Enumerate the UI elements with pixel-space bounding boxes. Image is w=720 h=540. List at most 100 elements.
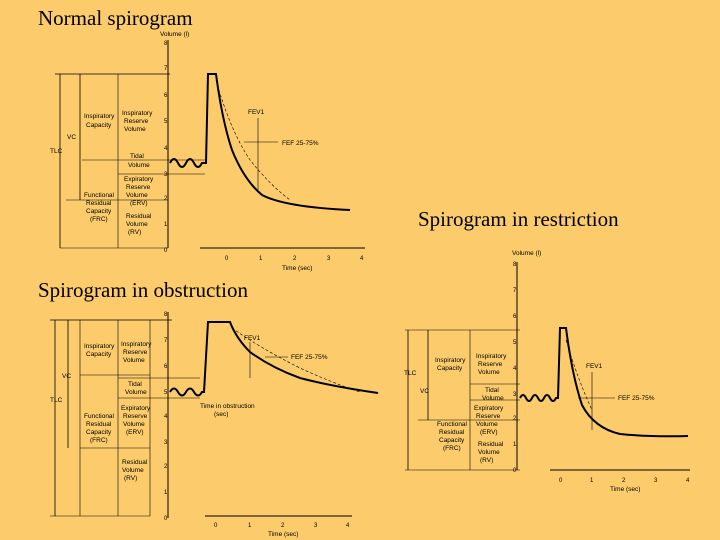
obstruction-spirogram: 8 7 6 5 4 3 2 1 0 0 1 2 3 4 Time (sec) T… — [50, 312, 379, 538]
restriction-irv-label: Reserve — [478, 361, 503, 368]
normal-x-tick: 3 — [327, 256, 331, 262]
obstruction-rv-label: (RV) — [124, 475, 137, 482]
normal-y-tick: 1 — [164, 222, 168, 228]
obstruction-fef-slope — [231, 327, 361, 393]
obstruction-ic-label: Inspiratory — [84, 343, 115, 350]
normal-erv-label: (ERV) — [130, 200, 148, 207]
restriction-x-axis-label: Time (sec) — [610, 486, 640, 493]
normal-x-tick: 4 — [360, 256, 364, 262]
obstruction-x-tick: 1 — [248, 523, 252, 529]
normal-y-tick: 3 — [164, 172, 168, 178]
restriction-tv-label: Volume — [482, 395, 504, 402]
restriction-y-tick: 0 — [513, 468, 517, 474]
obstruction-time-note: (sec) — [214, 411, 228, 418]
obstruction-frc-label: Functional — [84, 413, 115, 420]
restriction-erv-label: Volume — [476, 421, 498, 428]
normal-fev1-label: FEV1 — [248, 109, 265, 116]
normal-rv-label: Residual — [126, 213, 152, 220]
normal-vc-label: VC — [67, 134, 76, 141]
normal-y-tick: 0 — [164, 248, 168, 254]
restriction-erv-label: Expiratory — [474, 405, 504, 412]
obstruction-y-tick: 8 — [164, 312, 168, 318]
obstruction-y-tick: 4 — [164, 414, 168, 420]
restriction-ic-label: Capacity — [437, 365, 463, 372]
normal-frc-label: (FRC) — [90, 216, 108, 223]
obstruction-erv-label: Expiratory — [121, 405, 151, 412]
normal-x-tick: 0 — [225, 256, 229, 262]
restriction-y-tick: 6 — [513, 314, 517, 320]
obstruction-y-tick: 0 — [164, 516, 168, 522]
normal-y-tick: 6 — [164, 93, 168, 99]
obstruction-y-tick: 6 — [164, 364, 168, 370]
obstruction-y-tick: 2 — [164, 464, 168, 470]
restriction-spirogram-title: Spirogram in restriction — [418, 207, 619, 231]
restriction-tlc-label: TLC — [404, 370, 417, 377]
normal-spirogram-curve — [169, 73, 351, 211]
restriction-y-tick: 7 — [513, 288, 517, 294]
obstruction-y-tick: 1 — [164, 490, 168, 496]
restriction-frc-label: Functional — [437, 421, 468, 428]
obstruction-x-tick: 4 — [346, 523, 350, 529]
restriction-frc-label: Residual — [439, 429, 465, 436]
obstruction-ic-label: Capacity — [86, 351, 112, 358]
normal-spirogram: Volume (l) 8 7 6 5 4 3 2 1 0 0 1 2 3 4 T… — [50, 31, 365, 272]
restriction-y-tick: 8 — [513, 262, 517, 268]
normal-tlc-label: TLC — [50, 148, 63, 155]
obstruction-frc-label: Capacity — [86, 429, 112, 436]
normal-y-tick: 8 — [164, 41, 168, 47]
obstruction-rv-label: Volume — [122, 467, 144, 474]
obstruction-fev1-label: FEV1 — [244, 335, 261, 342]
obstruction-irv-label: Volume — [123, 357, 145, 364]
normal-frc-label: Residual — [86, 200, 112, 207]
obstruction-erv-label: Reserve — [123, 413, 148, 420]
restriction-spirogram-curve — [519, 327, 689, 438]
obstruction-vc-label: VC — [62, 373, 71, 380]
obstruction-x-axis-label: Time (sec) — [268, 531, 298, 538]
normal-y-tick: 4 — [164, 146, 168, 152]
normal-y-axis-label: Volume (l) — [160, 31, 189, 38]
normal-rv-label: Volume — [126, 221, 148, 228]
restriction-fev1-label: FEV1 — [586, 363, 603, 370]
restriction-x-tick: 1 — [590, 478, 594, 484]
normal-tv-label: Tidal — [130, 153, 144, 160]
obstruction-x-tick: 3 — [314, 523, 318, 529]
restriction-spirogram: Volume (l) 8 7 6 5 4 3 2 1 0 0 1 2 3 4 T… — [404, 250, 690, 493]
normal-rv-label: (RV) — [128, 229, 141, 236]
restriction-y-axis-label: Volume (l) — [512, 250, 541, 257]
obstruction-frc-label: Residual — [86, 421, 112, 428]
restriction-y-tick: 2 — [513, 416, 517, 422]
restriction-erv-label: (ERV) — [480, 429, 498, 436]
restriction-y-tick: 4 — [513, 366, 517, 372]
normal-x-tick: 2 — [293, 256, 297, 262]
normal-irv-label: Volume — [124, 126, 146, 133]
restriction-erv-label: Reserve — [476, 413, 501, 420]
obstruction-x-tick: 0 — [214, 523, 218, 529]
normal-erv-label: Reserve — [126, 184, 151, 191]
obstruction-irv-label: Inspiratory — [121, 341, 152, 348]
obstruction-y-tick: 7 — [164, 338, 168, 344]
normal-irv-label: Reserve — [124, 118, 149, 125]
normal-erv-label: Volume — [126, 192, 148, 199]
normal-irv-label: Inspiratory — [122, 110, 153, 117]
restriction-vc-label: VC — [420, 388, 429, 395]
obstruction-y-tick: 3 — [164, 440, 168, 446]
restriction-irv-label: Inspiratory — [476, 353, 507, 360]
restriction-x-tick: 4 — [686, 478, 690, 484]
normal-ic-label: Inspiratory — [84, 113, 115, 120]
obstruction-tv-label: Volume — [125, 389, 147, 396]
restriction-rv-label: (RV) — [480, 457, 493, 464]
obstruction-y-tick: 5 — [164, 390, 168, 396]
obstruction-tv-label: Tidal — [128, 381, 142, 388]
restriction-frc-label: Capacity — [439, 437, 465, 444]
normal-ic-label: Capacity — [86, 122, 112, 129]
normal-frc-label: Functional — [84, 192, 115, 199]
restriction-ic-label: Inspiratory — [435, 357, 466, 364]
restriction-rv-label: Volume — [478, 449, 500, 456]
normal-erv-label: Expiratory — [124, 176, 154, 183]
restriction-rv-label: Residual — [478, 441, 504, 448]
normal-y-tick: 5 — [164, 119, 168, 125]
restriction-fef-slope — [565, 339, 593, 411]
normal-x-tick: 1 — [259, 256, 263, 262]
obstruction-frc-label: (FRC) — [90, 437, 108, 444]
